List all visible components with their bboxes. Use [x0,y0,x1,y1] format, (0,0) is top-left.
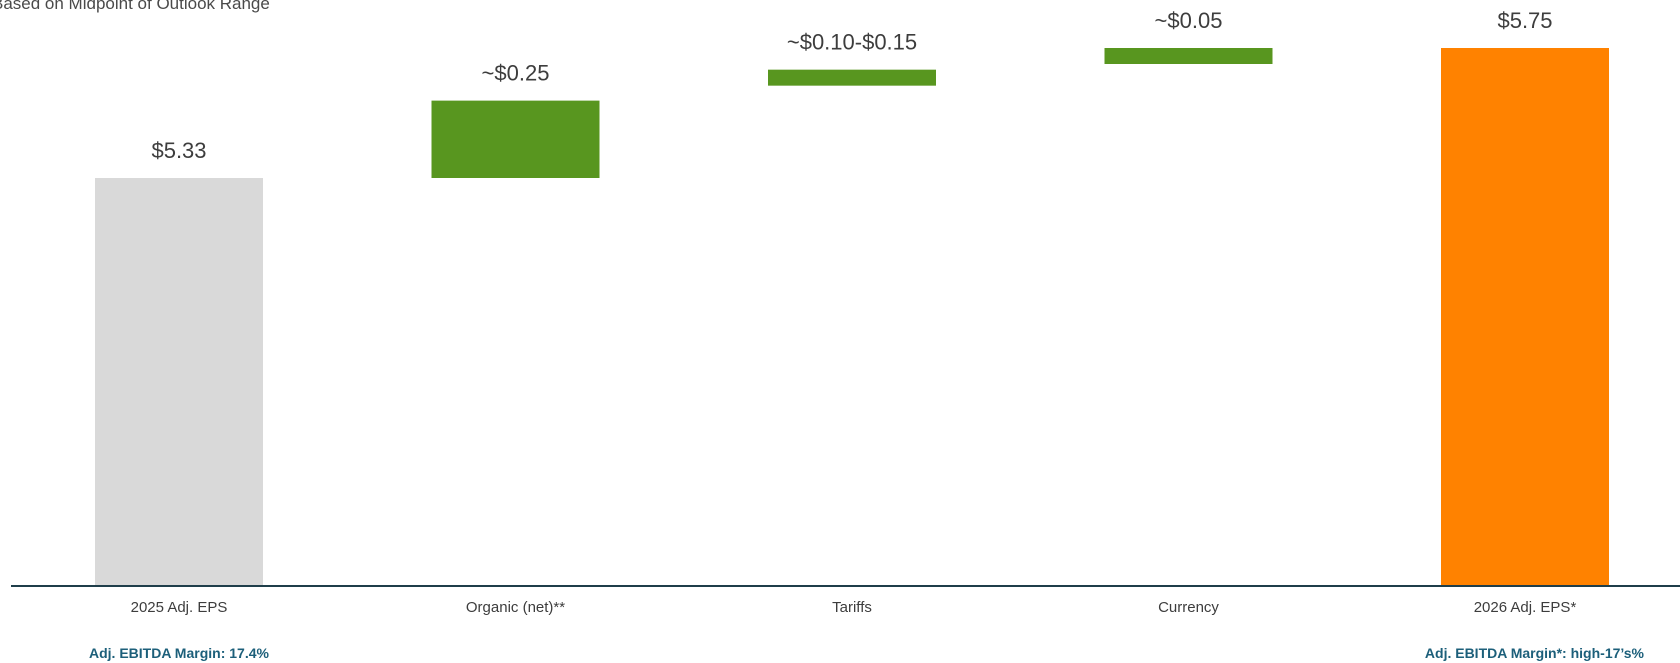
category-tick-label: 2026 Adj. EPS* [1474,599,1577,616]
bar-currency [1104,48,1273,64]
bar-value-label: ~$0.10-$0.15 [787,30,917,55]
bar-organic-net [431,100,600,178]
category-tick-label: 2025 Adj. EPS [131,599,228,616]
bar-value-label: $5.33 [151,138,206,163]
footnote-2025-ebitda-margin: Adj. EBITDA Margin: 17.4% [89,645,269,661]
category-tick-label: Tariffs [832,599,872,616]
bar-tariffs [768,69,936,86]
category-tick-label: Organic (net)** [466,599,565,616]
bar-value-label: ~$0.05 [1155,8,1223,33]
labels-layer: $5.33 2025 Adj. EPS ~$0.25 Organic (net)** ~… [131,8,1577,616]
bar-2026-adj-eps [1441,48,1609,585]
category-tick-label: Currency [1158,599,1219,616]
footnote-2026-ebitda-margin: Adj. EBITDA Margin*: high-17’s% [1424,645,1644,661]
chart-subtitle: Based on Midpoint of Outlook Range [0,0,270,13]
bar-value-label: $5.75 [1497,8,1552,33]
bars-layer [95,48,1609,585]
bar-value-label: ~$0.25 [482,61,550,86]
bar-2025-adj-eps [95,178,263,585]
